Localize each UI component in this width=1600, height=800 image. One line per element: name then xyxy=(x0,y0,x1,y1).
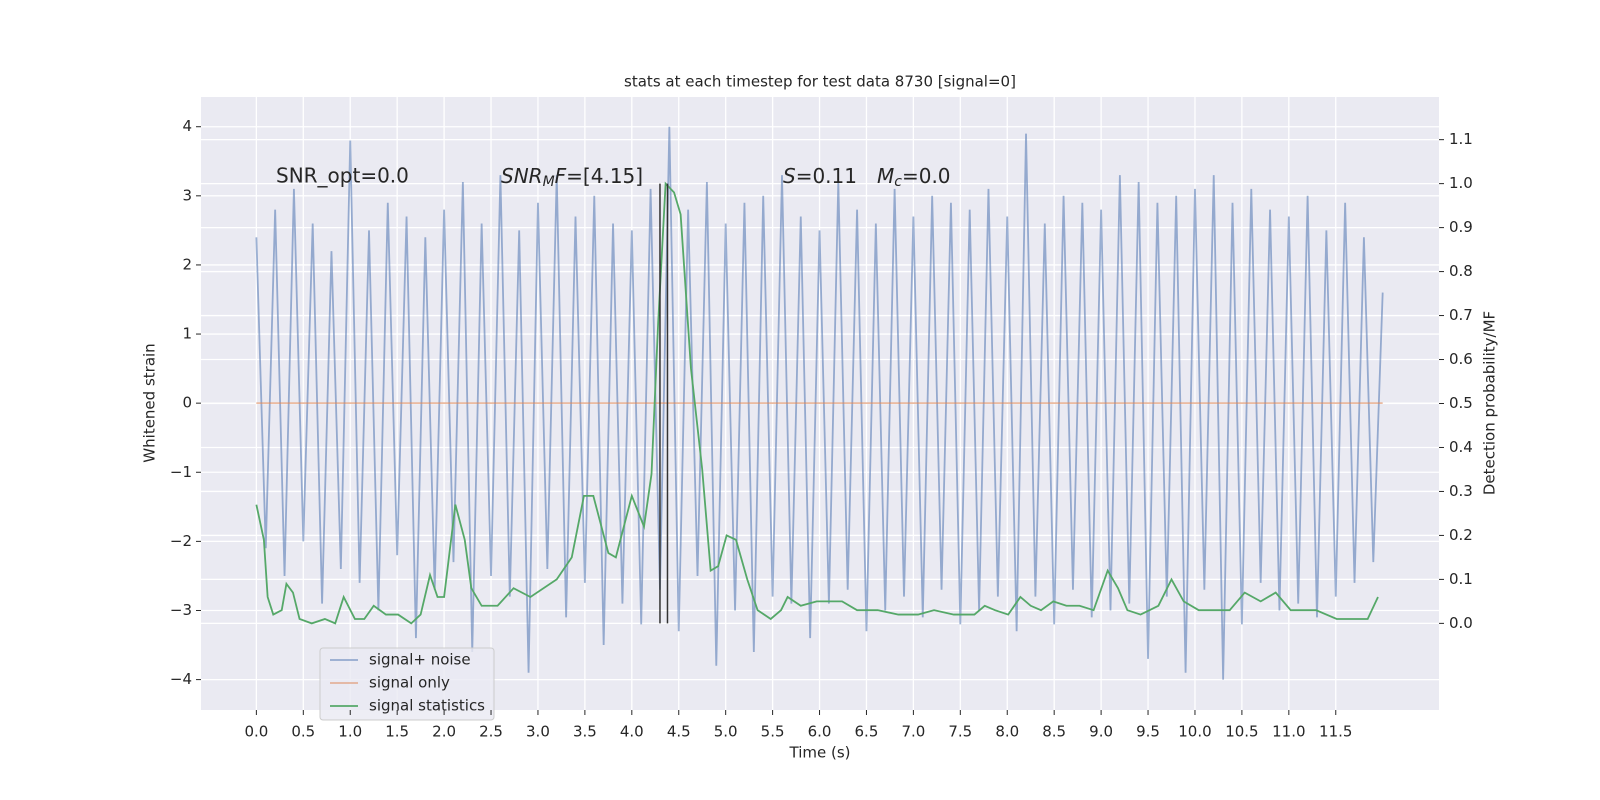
x-tick-label: 3.0 xyxy=(526,723,550,741)
x-tick-label: 6.0 xyxy=(808,723,832,741)
y-tick-label: −2 xyxy=(170,532,192,550)
x-tick-label: 0.0 xyxy=(244,723,268,741)
y2-tick-label: 0.5 xyxy=(1449,394,1473,412)
annotation-part: =0.11 xyxy=(796,164,857,188)
y-tick-label: 4 xyxy=(182,117,192,135)
y-tick-label: 2 xyxy=(182,255,192,273)
annotation-part: M xyxy=(877,164,894,188)
x-tick-label: 2.0 xyxy=(432,723,456,741)
x-tick-label: 1.5 xyxy=(385,723,409,741)
y2-axis-label: Detection probability/MF xyxy=(1481,311,1499,495)
line-series xyxy=(255,126,1384,680)
x-tick-label: 5.5 xyxy=(761,723,785,741)
x-tick-label: 5.0 xyxy=(714,723,738,741)
x-tick-label: 1.0 xyxy=(338,723,362,741)
x-axis-label: Time (s) xyxy=(789,744,851,762)
annotation: SNR_opt=0.0 xyxy=(276,164,409,188)
x-tick-label: 6.5 xyxy=(855,723,879,741)
y-tick-label: −4 xyxy=(170,670,192,688)
x-tick-label: 8.0 xyxy=(995,723,1019,741)
x-tick-label: 7.0 xyxy=(901,723,925,741)
y-tick-label: 0 xyxy=(182,394,192,412)
y2-tick-label: 0.3 xyxy=(1449,482,1473,500)
annotation-part: =[4.15] xyxy=(566,164,643,188)
x-tick-label: 8.5 xyxy=(1042,723,1066,741)
marks xyxy=(255,126,1384,680)
annotation: Mc=0.0 xyxy=(877,164,951,191)
x-tick-label: 9.0 xyxy=(1089,723,1113,741)
y-tick-label: 3 xyxy=(182,186,192,204)
x-tick-label: 4.0 xyxy=(620,723,644,741)
annotation: SNRMF=[4.15] xyxy=(501,164,643,191)
legend-box xyxy=(319,647,495,721)
x-tick-label: 4.5 xyxy=(667,723,691,741)
x-tick-label: 10.0 xyxy=(1178,723,1211,741)
y2-tick-label: 0.1 xyxy=(1449,570,1473,588)
annotation-part: M xyxy=(543,174,555,190)
y2-tick-label: 0.0 xyxy=(1449,614,1473,632)
x-tick-label: 9.5 xyxy=(1136,723,1160,741)
y2-tick-label: 0.4 xyxy=(1449,438,1473,456)
chart-title: stats at each timestep for test data 873… xyxy=(624,73,1016,91)
legend-label: signal only xyxy=(369,674,450,692)
y-tick-label: 1 xyxy=(182,325,192,343)
y2-tick-label: 0.6 xyxy=(1449,350,1473,368)
legend: signal+ noise signal only signal statistic… xyxy=(319,647,495,721)
x-tick-label: 11.0 xyxy=(1272,723,1305,741)
x-tick-label: 3.5 xyxy=(573,723,597,741)
y2-tick-label: 0.8 xyxy=(1449,262,1473,280)
x-tick-label: 2.5 xyxy=(479,723,503,741)
annotation-part: c xyxy=(894,174,902,190)
legend-label: signal statistics xyxy=(369,697,485,715)
annotation-part: S xyxy=(783,164,796,188)
annotation-part: SNR xyxy=(501,164,543,188)
x-tick-label: 11.5 xyxy=(1319,723,1352,741)
y2-tick-label: 1.1 xyxy=(1449,130,1473,148)
y2-tick-label: 0.2 xyxy=(1449,526,1473,544)
x-tick-label: 10.5 xyxy=(1225,723,1258,741)
y2-tick-label: 1.0 xyxy=(1449,174,1473,192)
y-tick-label: −1 xyxy=(170,463,192,481)
annotation-part: =0.0 xyxy=(902,164,951,188)
annotation: S=0.11 xyxy=(783,164,857,188)
y-axis-label: Whitened strain xyxy=(141,343,159,462)
y2-tick-label: 0.7 xyxy=(1449,306,1473,324)
legend-label: signal+ noise xyxy=(369,651,471,669)
annotation-part: F xyxy=(555,164,567,188)
x-tick-label: 0.5 xyxy=(291,723,315,741)
y-tick-label: −3 xyxy=(170,601,192,619)
y2-tick-label: 0.9 xyxy=(1449,218,1473,236)
x-tick-label: 7.5 xyxy=(948,723,972,741)
line-series xyxy=(255,181,1379,625)
